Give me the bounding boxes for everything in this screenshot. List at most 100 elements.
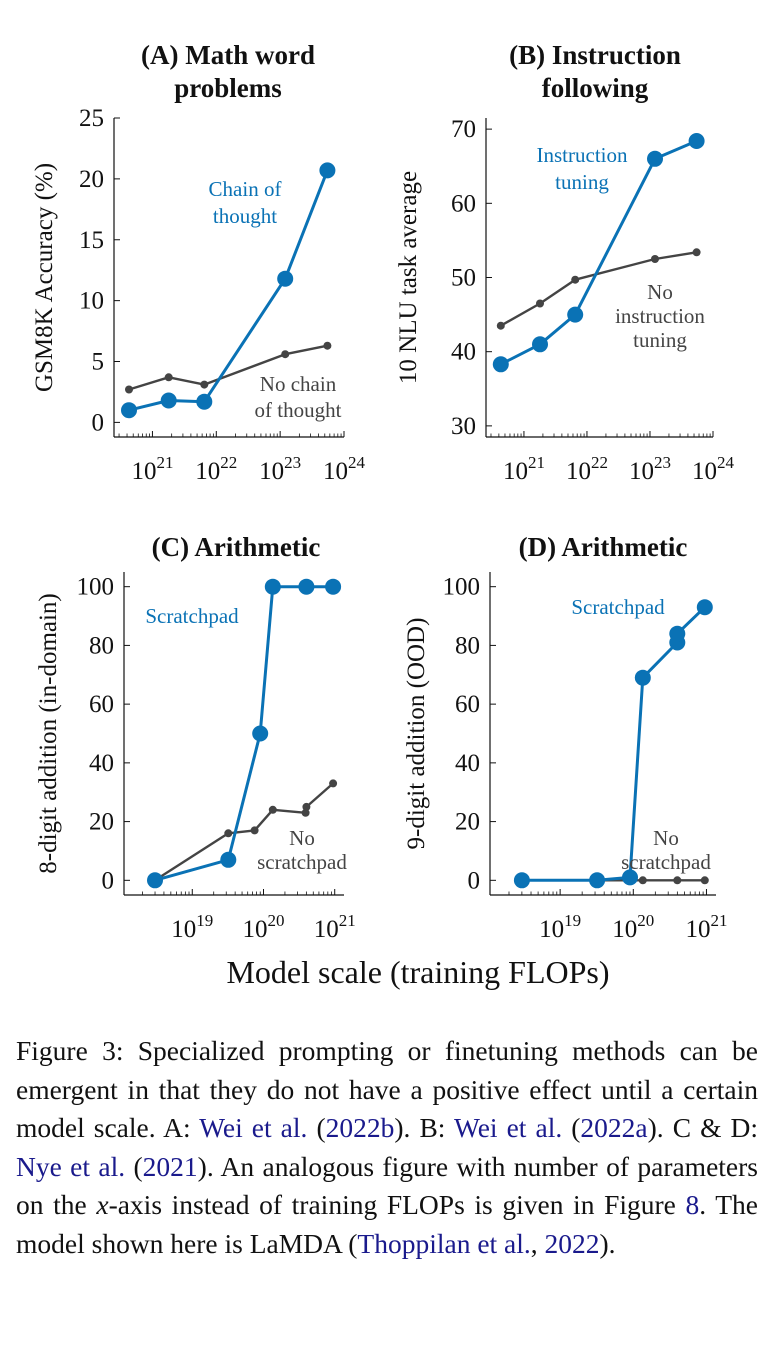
data-point	[492, 356, 509, 373]
y-tick-label: 20	[455, 809, 480, 836]
data-point	[634, 669, 651, 686]
y-tick-label: 60	[451, 190, 476, 217]
data-point	[319, 162, 336, 179]
series-label: Instruction tuning	[537, 143, 628, 194]
citation-year-link[interactable]: 2022a	[580, 1112, 648, 1143]
y-tick-label: 40	[455, 750, 480, 777]
y-tick-label: 30	[451, 413, 476, 440]
chart-title: (A) Math word	[141, 40, 315, 70]
y-tick-label: 60	[89, 691, 114, 718]
data-point	[696, 599, 713, 616]
caption-figure-label: Figure 3:	[16, 1035, 124, 1066]
data-point	[638, 876, 647, 885]
y-tick-label: 80	[455, 632, 480, 659]
x-tick-label: 1022	[195, 453, 237, 485]
data-point	[200, 380, 209, 389]
caption-text: ). An analogous figure with number of pa…	[16, 1150, 758, 1221]
y-tick-label: 20	[89, 809, 114, 836]
data-point	[164, 373, 173, 382]
data-point	[692, 248, 701, 257]
caption-text: ). C & D:	[647, 1112, 759, 1143]
data-point	[125, 385, 133, 394]
caption-text: -axis instead of training FLOPs is given…	[108, 1189, 686, 1220]
series-label: Chain of thought	[209, 177, 282, 228]
chart-title: following	[542, 73, 649, 103]
data-point	[513, 872, 530, 889]
caption-text: ).	[599, 1227, 616, 1259]
series-label: No chain of thought	[255, 372, 342, 422]
data-point	[220, 851, 237, 868]
caption-math-x: x	[96, 1189, 109, 1220]
data-point	[532, 336, 548, 353]
shared-x-axis-title: Model scale (training FLOPs)	[226, 954, 609, 990]
citation-link[interactable]: Thoppilan et al.	[357, 1227, 531, 1259]
citation-link[interactable]: Nye et al.	[16, 1150, 126, 1182]
data-point	[264, 578, 281, 595]
y-tick-label: 50	[451, 265, 476, 292]
data-point	[622, 869, 638, 886]
y-tick-label: 0	[92, 409, 105, 436]
data-point	[277, 270, 294, 287]
data-point	[252, 725, 269, 742]
y-axis-title: 10 NLU task average	[395, 171, 422, 384]
caption-text: Specialized prompting or finetuning meth…	[16, 1035, 758, 1143]
series-label: No scratchpad	[257, 826, 347, 874]
x-tick-label: 1021	[503, 453, 545, 485]
series-label: No instruction tuning	[615, 280, 705, 352]
caption-text: (	[307, 1112, 326, 1143]
chart-panel-d: (D) Arithmetic 9-digit addition (OOD) 0 20 4…	[403, 532, 727, 943]
figure-caption: Figure 3: Specialized prompting or finet…	[16, 1032, 758, 1263]
data-point	[647, 150, 663, 167]
data-point	[688, 133, 705, 149]
y-tick-label: 100	[443, 574, 481, 601]
y-tick-label: 70	[451, 116, 476, 143]
data-point	[567, 306, 584, 323]
data-point	[571, 275, 580, 284]
data-point	[196, 393, 213, 410]
citation-link[interactable]: Wei et al.	[453, 1112, 563, 1143]
data-point	[325, 578, 342, 595]
series-label: Scratchpad	[145, 604, 239, 628]
y-tick-label: 40	[451, 339, 476, 366]
x-tick-label: 1021	[685, 911, 727, 943]
series-label: No scratchpad	[621, 826, 711, 874]
x-tick-label: 1023	[629, 453, 671, 485]
y-tick-label: 0	[468, 867, 481, 894]
y-tick-label: 0	[102, 867, 115, 894]
data-point	[160, 392, 177, 409]
citation-year-link[interactable]: 2022	[544, 1227, 600, 1259]
data-point	[250, 826, 259, 835]
data-point	[651, 255, 659, 263]
y-tick-label: 80	[89, 632, 114, 659]
y-tick-label: 15	[79, 227, 104, 254]
caption-text: . The model shown here is LaMDA (	[16, 1189, 758, 1259]
caption-text: ). B:	[394, 1112, 454, 1143]
data-point	[496, 321, 505, 330]
data-point	[301, 808, 310, 817]
y-tick-label: 40	[89, 750, 114, 777]
x-tick-label: 1022	[566, 453, 608, 485]
citation-link[interactable]: Wei et al.	[199, 1112, 308, 1143]
chart-panel-c: (C) Arithmetic 8-digit addition (in-domai…	[35, 532, 356, 943]
y-axis-title: 9-digit addition (OOD)	[403, 618, 430, 850]
data-point	[121, 402, 137, 419]
citation-year-link[interactable]: 2022b	[325, 1112, 395, 1143]
y-tick-label: 60	[455, 691, 480, 718]
citation-year-link[interactable]: 2021	[142, 1150, 198, 1182]
y-tick-label: 5	[92, 349, 105, 376]
x-tick-label: 1019	[539, 911, 581, 943]
x-tick-label: 1020	[612, 911, 654, 943]
data-point	[298, 578, 315, 595]
figure-ref-link[interactable]: 8	[685, 1189, 700, 1220]
x-tick-label: 1021	[314, 911, 356, 943]
data-point	[673, 876, 682, 885]
chart-title: (D) Arithmetic	[519, 532, 688, 562]
data-point	[268, 805, 277, 814]
y-tick-label: 100	[77, 574, 115, 601]
data-point	[329, 779, 338, 788]
x-tick-label: 1024	[323, 453, 366, 485]
series-label: Scratchpad	[571, 595, 665, 619]
